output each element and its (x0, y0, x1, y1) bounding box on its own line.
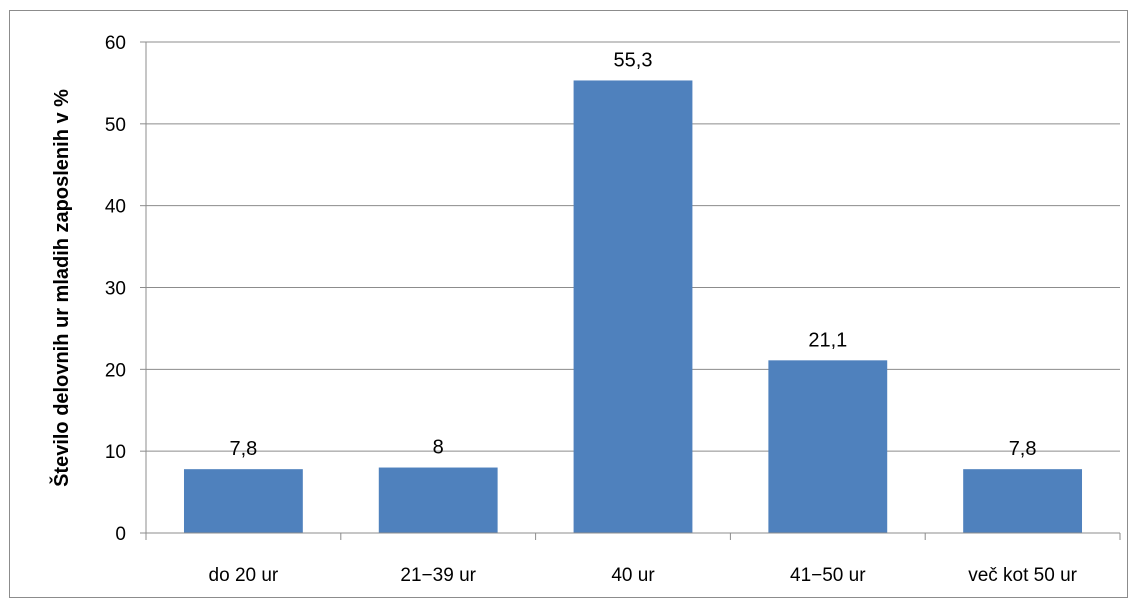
x-category-label: 40 ur (611, 565, 655, 586)
y-tick-labels: 0 10 20 30 40 50 60 (105, 33, 126, 545)
y-tick-label: 40 (105, 197, 126, 218)
x-category-label: več kot 50 ur (968, 565, 1077, 586)
bar (378, 467, 498, 533)
y-tick-label: 60 (105, 33, 126, 54)
x-category-labels: do 20 ur 21−39 ur 40 ur 41−50 ur več kot 50 … (209, 565, 1078, 586)
x-category-label: 41−50 ur (790, 565, 866, 586)
data-labels: 7,8 8 55,3 21,1 7,8 (229, 49, 1036, 460)
data-label: 7,8 (229, 438, 257, 460)
y-tick-label: 0 (115, 524, 126, 545)
y-tick-label: 20 (105, 360, 126, 381)
y-tick-label: 30 (105, 279, 126, 300)
data-label: 21,1 (808, 329, 847, 351)
data-label: 55,3 (614, 49, 653, 71)
x-category-label: do 20 ur (209, 565, 279, 586)
data-label: 7,8 (1009, 438, 1037, 460)
y-tick-label: 50 (105, 115, 126, 136)
y-tick-label: 10 (105, 442, 126, 463)
axes (140, 41, 1121, 540)
bar (183, 469, 303, 533)
x-category-label: 21−39 ur (400, 565, 476, 586)
bar (573, 80, 693, 533)
bar (963, 469, 1083, 533)
data-label: 8 (433, 437, 444, 459)
bar (768, 360, 888, 533)
bars (183, 80, 1083, 533)
y-axis-title: Število delovnih ur mladih zaposlenih v … (49, 89, 73, 487)
